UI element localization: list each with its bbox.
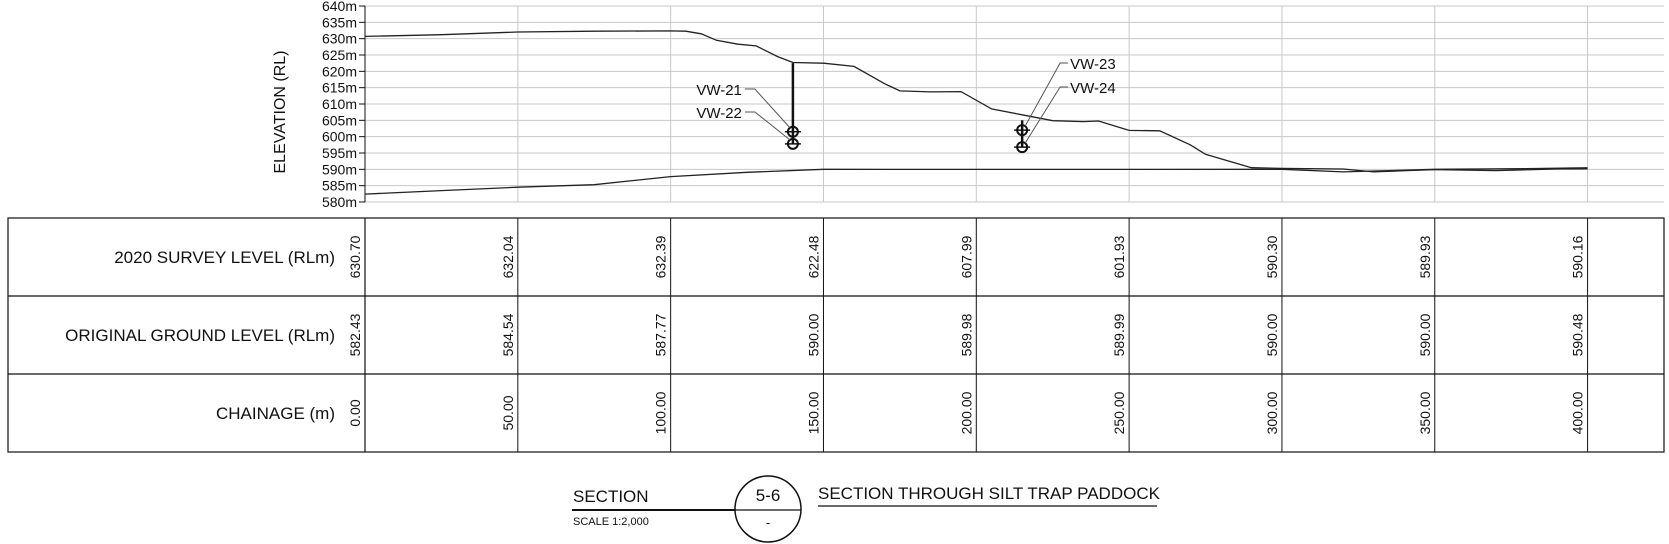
- table-row-label: ORIGINAL GROUND LEVEL (RLm): [65, 326, 335, 345]
- table-cell-value: 590.00: [1417, 313, 1433, 356]
- series-line: [364, 167, 1588, 195]
- instrument-label: VW-22: [696, 105, 742, 122]
- y-tick-label: 610m: [322, 96, 357, 112]
- table-cell-value: 632.04: [500, 235, 516, 278]
- table-cell-value: 632.39: [653, 235, 669, 278]
- table-cell-value: 622.48: [806, 235, 822, 278]
- grid: [365, 5, 1664, 203]
- table-cell-value: 590.48: [1570, 313, 1586, 356]
- y-tick-label: 620m: [322, 63, 357, 79]
- data-table: 2020 SURVEY LEVEL (RLm) 630.70 632.04 632.3…: [7, 217, 1665, 453]
- section-word: SECTION: [573, 487, 649, 506]
- table-border: [7, 217, 1665, 453]
- leader-line: [744, 111, 791, 141]
- table-cell-value: 601.93: [1111, 235, 1127, 278]
- profile-lines: [364, 30, 1588, 195]
- y-tick-label: 595m: [322, 145, 357, 161]
- table-cell-value: 590.16: [1570, 235, 1586, 278]
- y-tick-label: 585m: [322, 178, 357, 194]
- y-tick-label: 580m: [322, 194, 357, 210]
- sheet-ref: -: [766, 515, 770, 530]
- instrument-label: VW-24: [1070, 80, 1116, 97]
- leader-line: [1024, 86, 1069, 144]
- instrument-label: VW-23: [1070, 56, 1116, 73]
- instruments: VW-21 VW-22 VW-23 VW-24: [696, 56, 1116, 154]
- table-cell-value: 0.00: [347, 399, 363, 426]
- table-cell-value: 350.00: [1417, 391, 1433, 434]
- y-tick-label: 630m: [322, 31, 357, 47]
- leader-line: [1024, 62, 1069, 127]
- table-row-label: 2020 SURVEY LEVEL (RLm): [114, 248, 335, 267]
- table-cell-value: 607.99: [958, 235, 974, 278]
- table-cell-value: 584.54: [500, 313, 516, 356]
- y-tick-label: 600m: [322, 129, 357, 145]
- y-tick-label: 605m: [322, 112, 357, 128]
- table-cell-value: 587.77: [653, 313, 669, 356]
- leader-line: [744, 88, 791, 129]
- table-cell-value: 50.00: [500, 395, 516, 430]
- y-tick-label: 635m: [322, 14, 357, 30]
- table-cell-value: 150.00: [806, 391, 822, 434]
- title-block: SECTION SCALE 1:2,000 5-6 - SECTION THRO…: [572, 475, 1161, 543]
- table-cell-value: 300.00: [1264, 391, 1280, 434]
- y-tick-label: 625m: [322, 47, 357, 63]
- table-cell-value: 589.93: [1417, 235, 1433, 278]
- section-id: 5-6: [756, 486, 781, 505]
- y-axis-label: ELEVATION (RL): [272, 51, 289, 174]
- y-tick-label: 590m: [322, 161, 357, 177]
- table-cell-value: 630.70: [347, 235, 363, 278]
- table-cell-value: 400.00: [1570, 391, 1586, 434]
- table-cell-value: 582.43: [347, 313, 363, 356]
- series-line: [364, 30, 1588, 173]
- table-row-label: CHAINAGE (m): [216, 404, 335, 423]
- table-cell-value: 589.99: [1111, 313, 1127, 356]
- section-title: SECTION THROUGH SILT TRAP PADDOCK: [818, 484, 1161, 503]
- table-cell-value: 250.00: [1111, 391, 1127, 434]
- y-tick-label: 615m: [322, 80, 357, 96]
- table-cell-value: 590.00: [806, 313, 822, 356]
- section-bubble: [734, 475, 802, 543]
- table-cell-value: 589.98: [958, 313, 974, 356]
- table-cell-value: 590.00: [1264, 313, 1280, 356]
- table-cell-value: 200.00: [958, 391, 974, 434]
- instrument-label: VW-21: [696, 82, 742, 99]
- y-tick-label: 640m: [322, 0, 357, 14]
- scale-label: SCALE 1:2,000: [573, 516, 649, 528]
- axes: 580m585m590m595m600m605m610m615m620m625m…: [322, 0, 366, 210]
- table-cell-value: 590.30: [1264, 235, 1280, 278]
- table-cell-value: 100.00: [653, 391, 669, 434]
